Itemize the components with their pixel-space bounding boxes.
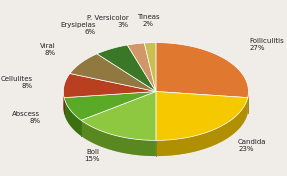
Ellipse shape	[63, 58, 249, 156]
Text: Candida
23%: Candida 23%	[238, 139, 267, 152]
Polygon shape	[144, 43, 156, 92]
Text: Viral
8%: Viral 8%	[40, 43, 55, 56]
Polygon shape	[156, 43, 249, 98]
Polygon shape	[63, 74, 156, 98]
Polygon shape	[70, 54, 156, 92]
Polygon shape	[248, 92, 249, 113]
Text: Boll
15%: Boll 15%	[84, 149, 100, 162]
Polygon shape	[81, 120, 156, 156]
Polygon shape	[63, 92, 64, 113]
Polygon shape	[64, 98, 81, 136]
Polygon shape	[156, 92, 248, 140]
Polygon shape	[97, 45, 156, 92]
Polygon shape	[156, 98, 248, 156]
Text: Abscess
8%: Abscess 8%	[12, 111, 40, 124]
Polygon shape	[127, 43, 156, 92]
Text: P. Versicolor
3%: P. Versicolor 3%	[87, 15, 129, 28]
Polygon shape	[81, 92, 156, 140]
Text: Tineas
2%: Tineas 2%	[137, 14, 159, 27]
Text: Erysipelas
6%: Erysipelas 6%	[61, 22, 96, 35]
Polygon shape	[64, 92, 156, 120]
Text: Folliculitis
27%: Folliculitis 27%	[249, 38, 284, 51]
Text: Cellulites
8%: Cellulites 8%	[1, 76, 33, 89]
